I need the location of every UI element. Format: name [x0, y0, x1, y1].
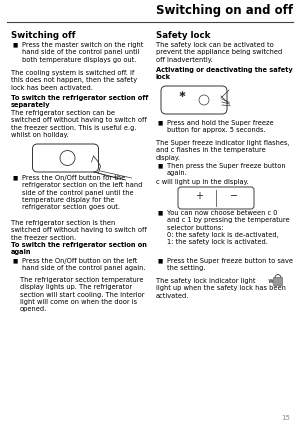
Text: Press the On/Off button on the left
hand side of the control panel again.: Press the On/Off button on the left hand… — [22, 258, 145, 271]
Text: The safety lock can be activated to
prevent the appliance being switched
off ina: The safety lock can be activated to prev… — [156, 42, 282, 62]
Text: ■: ■ — [158, 120, 163, 125]
Text: ■: ■ — [13, 258, 18, 263]
Text: Press and hold the Super freeze
button for approx. 5 seconds.: Press and hold the Super freeze button f… — [167, 120, 274, 133]
Text: ■: ■ — [13, 42, 18, 47]
Text: The refrigerator section temperature
display lights up. The refrigerator
section: The refrigerator section temperature dis… — [20, 277, 144, 312]
Text: c will light up in the display.: c will light up in the display. — [156, 179, 249, 185]
Text: To switch the refrigerator section off
separately: To switch the refrigerator section off s… — [11, 95, 148, 108]
Text: Safety lock: Safety lock — [156, 31, 211, 40]
Text: The refrigerator section can be
switched off without having to switch off
the fr: The refrigerator section can be switched… — [11, 110, 146, 138]
Text: ■: ■ — [13, 175, 18, 180]
Bar — [0, 0, 300, 22]
Text: The cooling system is switched off. If
this does not happen, then the safety
loc: The cooling system is switched off. If t… — [11, 70, 137, 91]
Text: Activating or deactivating the safety
lock: Activating or deactivating the safety lo… — [156, 67, 293, 80]
Text: Switching off: Switching off — [11, 31, 75, 40]
Text: +: + — [195, 191, 203, 201]
Text: The Super freeze indicator light flashes,
and c flashes in the temperature
displ: The Super freeze indicator light flashes… — [156, 140, 290, 161]
Text: The refrigerator section is then
switched off without having to switch off
the f: The refrigerator section is then switche… — [11, 220, 146, 241]
Text: To switch the refrigerator section on
again: To switch the refrigerator section on ag… — [11, 242, 146, 255]
Text: −: − — [230, 191, 238, 201]
Text: Press the Super freeze button to save
the setting.: Press the Super freeze button to save th… — [167, 258, 293, 271]
Text: Press the master switch on the right
hand side of the control panel until
both t: Press the master switch on the right han… — [22, 42, 143, 62]
Text: ✱: ✱ — [178, 90, 185, 99]
Text: 15: 15 — [281, 415, 290, 421]
Text: Then press the Super freeze button
again.: Then press the Super freeze button again… — [167, 163, 286, 176]
Text: ■: ■ — [158, 258, 163, 263]
Text: You can now choose between c 0
and c 1 by pressing the temperature
selector butt: You can now choose between c 0 and c 1 b… — [167, 210, 290, 245]
FancyBboxPatch shape — [274, 278, 283, 286]
Text: Switching on and off: Switching on and off — [156, 4, 293, 17]
Text: Press the On/Off button for the
refrigerator section on the left hand
side of th: Press the On/Off button for the refriger… — [22, 175, 142, 210]
Text: The safety lock indicator light      will
light up when the safety lock has been: The safety lock indicator light will lig… — [156, 278, 286, 298]
Text: ■: ■ — [158, 163, 163, 168]
Text: ■: ■ — [158, 210, 163, 215]
